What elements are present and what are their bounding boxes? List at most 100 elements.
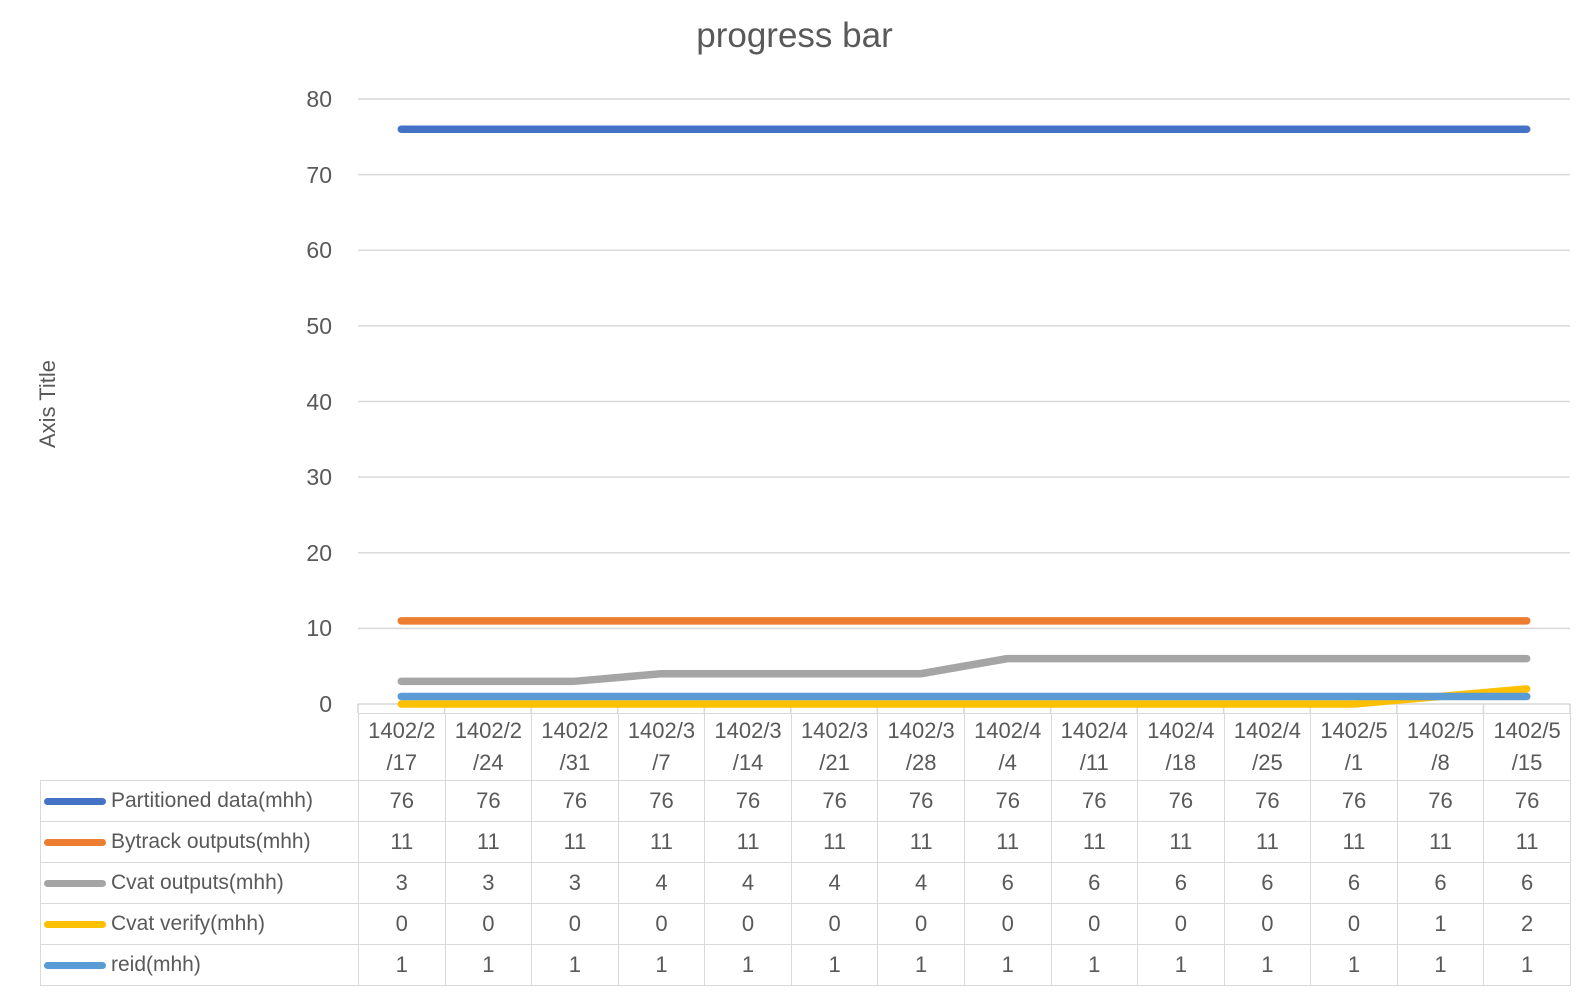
chart-title: progress bar [696,16,893,55]
series-label-cell: Cvat verify(mhh) [40,903,359,945]
table-row-bytrack-outputs-mhh: Bytrack outputs(mhh) 11 11 11 11 11 11 11 11 11 11… [40,821,1571,863]
y-tick-label: 50 [306,312,332,339]
table-value-cell: 11 [617,821,706,863]
table-value-cell: 11 [444,821,533,863]
table-value-cell: 1 [1396,903,1485,945]
table-value-cell: 1 [358,944,446,986]
table-header-date: 1402/4/18 [1137,713,1225,781]
table-value-cell: 11 [1137,821,1225,863]
table-value-cell: 0 [531,903,619,945]
table-value-cell: 1 [617,944,706,986]
table-value-cell: 1 [790,944,879,986]
table-value-cell: 4 [877,862,965,904]
table-value-cell: 11 [963,821,1052,863]
table-header-date: 1402/2/17 [358,713,446,781]
chart-data-table: 1402/2/17 1402/2/24 1402/2/31 1402/3/7 1402/… [40,713,1571,986]
table-value-cell: 0 [1310,903,1398,945]
table-value-cell: 0 [444,903,533,945]
legend-key-bytrack-outputs-mhh [44,838,106,846]
table-value-cell: 76 [1483,780,1571,822]
table-header-date: 1402/3/7 [617,713,706,781]
table-header-date: 1402/3/28 [877,713,965,781]
table-value-cell: 76 [877,780,965,822]
table-value-cell: 0 [1223,903,1312,945]
table-value-cell: 6 [1050,862,1139,904]
table-value-cell: 1 [877,944,965,986]
table-header-date: 1402/4/4 [963,713,1052,781]
legend-key-cvat-verify-mhh [44,920,106,928]
table-value-cell: 11 [531,821,619,863]
table-value-cell: 76 [1137,780,1225,822]
y-tick-label: 20 [306,539,332,566]
table-value-cell: 11 [704,821,792,863]
table-row-partitioned-data-mhh: Partitioned data(mhh) 76 76 76 76 76 76 76 76 76 7… [40,780,1571,822]
table-value-cell: 1 [963,944,1052,986]
y-tick-label: 10 [306,615,332,642]
table-value-cell: 76 [617,780,706,822]
table-value-cell: 3 [358,862,446,904]
table-value-cell: 6 [1483,862,1571,904]
table-value-cell: 6 [1137,862,1225,904]
table-row-reid-mhh: reid(mhh) 1 1 1 1 1 1 1 1 1 1 1 1 1 1 [40,944,1571,986]
table-value-cell: 0 [358,903,446,945]
table-value-cell: 11 [1483,821,1571,863]
table-value-cell: 6 [1223,862,1312,904]
table-value-cell: 2 [1483,903,1571,945]
legend-key-partitioned-data-mhh [44,797,106,805]
table-value-cell: 11 [790,821,879,863]
table-value-cell: 0 [790,903,879,945]
table-value-cell: 11 [358,821,446,863]
table-value-cell: 1 [1310,944,1398,986]
table-value-cell: 4 [704,862,792,904]
series-line-cvat-outputs-mhh [397,654,1531,686]
table-value-cell: 76 [790,780,879,822]
table-row-cvat-verify-mhh: Cvat verify(mhh) 0 0 0 0 0 0 0 0 0 0 0 0 1 2 [40,903,1571,945]
table-value-cell: 76 [1223,780,1312,822]
table-header-date: 1402/2/31 [531,713,619,781]
table-value-cell: 76 [531,780,619,822]
table-header-date: 1402/2/24 [444,713,533,781]
table-header-date: 1402/4/25 [1223,713,1312,781]
table-value-cell: 11 [1396,821,1485,863]
legend-key-cvat-outputs-mhh [44,879,106,887]
y-tick-label: 70 [306,161,332,188]
table-value-cell: 76 [444,780,533,822]
table-header-date: 1402/3/14 [704,713,792,781]
table-header-date: 1402/3/21 [790,713,879,781]
table-value-cell: 76 [358,780,446,822]
table-value-cell: 1 [1396,944,1485,986]
table-value-cell: 0 [704,903,792,945]
table-value-cell: 76 [963,780,1052,822]
table-value-cell: 11 [1050,821,1139,863]
y-axis-title: Axis Title [35,359,60,449]
table-header-date: 1402/5/8 [1396,713,1485,781]
table-value-cell: 11 [1310,821,1398,863]
series-name: Cvat verify(mhh) [111,912,266,935]
table-value-cell: 4 [790,862,879,904]
series-label-cell: reid(mhh) [40,944,359,986]
table-value-cell: 1 [1050,944,1139,986]
table-value-cell: 6 [963,862,1052,904]
table-value-cell: 0 [617,903,706,945]
table-value-cell: 3 [444,862,533,904]
y-tick-label: 0 [319,691,332,717]
table-value-cell: 76 [1396,780,1485,822]
series-label-cell: Partitioned data(mhh) [40,780,359,822]
table-corner-cell [40,713,359,781]
table-header-date: 1402/5/15 [1483,713,1571,781]
y-tick-label: 60 [306,237,332,264]
legend-key-reid-mhh [44,961,106,969]
table-value-cell: 1 [1223,944,1312,986]
series-name: Partitioned data(mhh) [111,789,313,812]
series-label-cell: Cvat outputs(mhh) [40,862,359,904]
table-value-cell: 0 [963,903,1052,945]
table-value-cell: 1 [704,944,792,986]
table-value-cell: 3 [531,862,619,904]
table-value-cell: 1 [1137,944,1225,986]
table-value-cell: 4 [617,862,706,904]
table-value-cell: 76 [1050,780,1139,822]
table-header-row: 1402/2/17 1402/2/24 1402/2/31 1402/3/7 1402/… [40,713,1571,781]
y-tick-label: 80 [306,86,332,112]
table-row-cvat-outputs-mhh: Cvat outputs(mhh) 3 3 3 4 4 4 4 6 6 6 6 6 6 6 [40,862,1571,904]
